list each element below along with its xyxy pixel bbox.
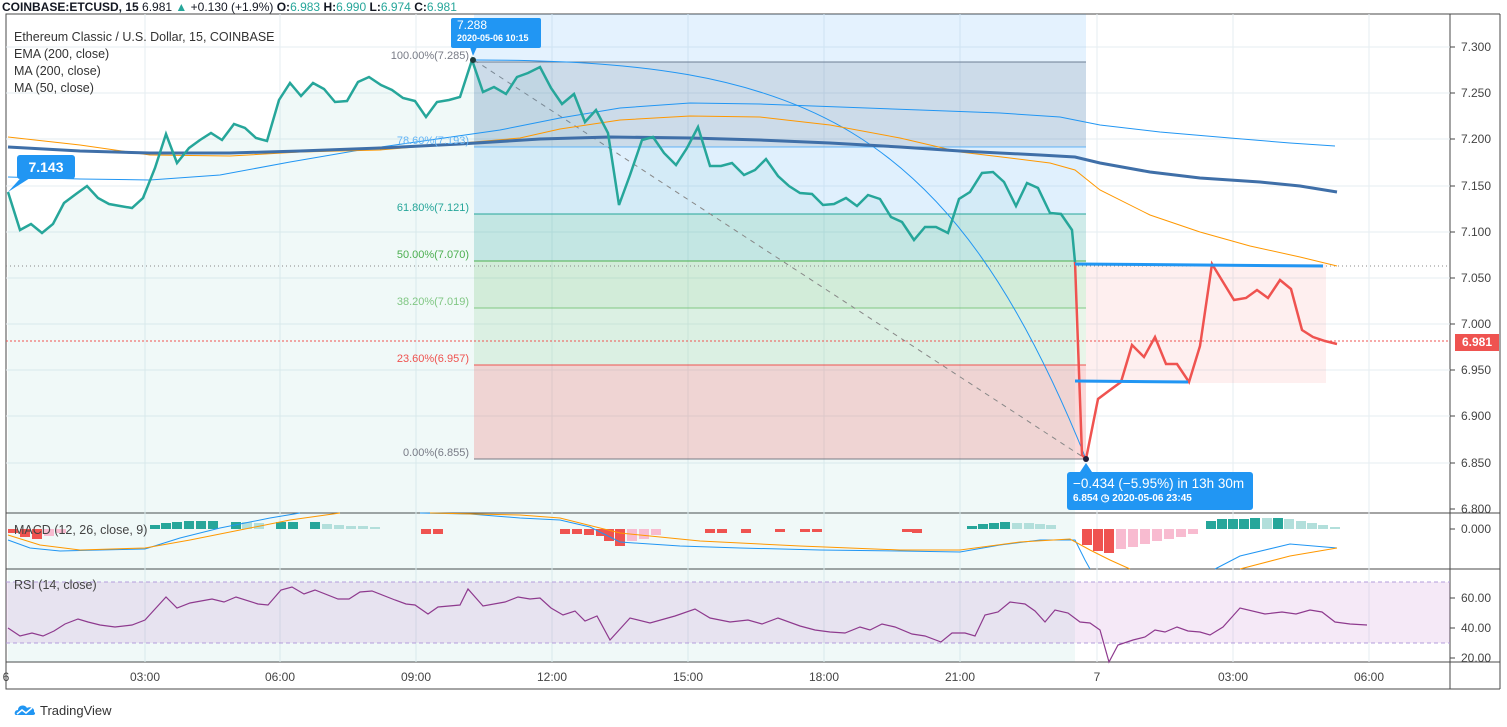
tradingview-brand[interactable]: TradingView [14, 700, 112, 720]
range-change: −0.434 (−5.95%) in 13h 30m [1073, 476, 1245, 491]
svg-text:0.000: 0.000 [1461, 522, 1491, 536]
svg-text:61.80%(7.121): 61.80%(7.121) [397, 202, 469, 214]
rsi-pane[interactable]: 60.00 40.00 20.00 [6, 581, 1491, 665]
svg-text:15:00: 15:00 [673, 670, 703, 684]
high-time: 2020-05-06 10:15 [457, 33, 529, 43]
range-box [1086, 264, 1326, 383]
svg-text:40.00: 40.00 [1461, 621, 1491, 635]
current-price-tag: 6.981 [1455, 334, 1499, 351]
svg-text:6.850: 6.850 [1461, 456, 1491, 470]
svg-text:7.100: 7.100 [1461, 225, 1491, 239]
svg-text:06:00: 06:00 [1354, 670, 1384, 684]
svg-text:60.00: 60.00 [1461, 591, 1491, 605]
left-price-callout: 7.143 [17, 155, 75, 179]
price-line-up [6, 56, 1077, 263]
symbol-header: COINBASE:ETCUSD, 15 6.981 ▲ +0.130 (+1.9… [2, 0, 457, 14]
high-callout: 7.288 2020-05-06 10:15 [451, 18, 541, 48]
svg-text:78.60%(7.193): 78.60%(7.193) [397, 135, 469, 147]
price-change: +0.130 (+1.9%) [190, 0, 274, 14]
low-anchor-point[interactable] [1083, 456, 1089, 462]
macd-pane[interactable]: 0.000 [7, 512, 1491, 570]
svg-text:6.800: 6.800 [1461, 502, 1491, 516]
legend-ma200[interactable]: MA (200, close) [14, 64, 101, 78]
price-area-fill [8, 60, 1075, 662]
svg-text:7.050: 7.050 [1461, 271, 1491, 285]
svg-text:03:00: 03:00 [1218, 670, 1248, 684]
price-axis[interactable]: 7.300 7.250 7.200 7.150 7.100 7.050 7.00… [1450, 40, 1491, 516]
low-label: L: [369, 0, 381, 14]
range-detail: 6.854 ◷ 2020-05-06 23:45 [1073, 493, 1192, 504]
support-line[interactable] [1074, 379, 1189, 384]
svg-text:7.200: 7.200 [1461, 132, 1491, 146]
tradingview-logo-icon [14, 705, 36, 715]
svg-text:09:00: 09:00 [401, 670, 431, 684]
bottom-callout-pointer [1080, 463, 1092, 472]
top-callout-pointer [470, 47, 477, 56]
svg-text:7.150: 7.150 [1461, 179, 1491, 193]
brand-name: TradingView [40, 702, 112, 718]
open-value: 6.983 [290, 0, 321, 14]
resistance-line[interactable] [1074, 262, 1324, 268]
svg-text:18:00: 18:00 [809, 670, 839, 684]
legend-ma50[interactable]: MA (50, close) [14, 81, 94, 95]
macd-label[interactable]: MACD (12, 26, close, 9) [14, 523, 148, 537]
up-arrow-icon: ▲ [175, 0, 188, 14]
chart-legend: Ethereum Classic / U.S. Dollar, 15, COIN… [14, 29, 275, 97]
low-value: 6.974 [380, 0, 411, 14]
svg-text:6: 6 [3, 670, 10, 684]
date-range-highlight [474, 14, 1086, 147]
ema200-line [7, 135, 1338, 194]
svg-text:7.250: 7.250 [1461, 86, 1491, 100]
close-value: 6.981 [426, 0, 457, 14]
grid [6, 14, 1450, 662]
legend-ema200[interactable]: EMA (200, close) [14, 47, 110, 61]
price-line-down [1073, 260, 1338, 462]
svg-text:23.60%(6.957): 23.60%(6.957) [397, 353, 469, 365]
svg-text:6.900: 6.900 [1461, 409, 1491, 423]
high-value: 6.990 [336, 0, 367, 14]
open-label: O: [276, 0, 291, 14]
range-measure-callout: −0.434 (−5.95%) in 13h 30m 6.854 ◷ 2020-… [1067, 472, 1253, 510]
chart-title: Ethereum Classic / U.S. Dollar, 15, COIN… [14, 30, 275, 44]
svg-text:100.00%(7.285): 100.00%(7.285) [391, 50, 469, 62]
svg-text:21:00: 21:00 [945, 670, 975, 684]
fibonacci-retracement[interactable] [473, 59, 1087, 460]
rsi-label[interactable]: RSI (14, close) [14, 578, 97, 592]
fib-labels: 100.00%(7.285) 78.60%(7.193) 61.80%(7.12… [391, 50, 469, 459]
svg-text:6.950: 6.950 [1461, 363, 1491, 377]
close-label: C: [414, 0, 427, 14]
svg-text:7: 7 [1094, 670, 1101, 684]
svg-text:50.00%(7.070): 50.00%(7.070) [397, 249, 469, 261]
svg-text:38.20%(7.019): 38.20%(7.019) [397, 296, 469, 308]
time-axis[interactable]: 6 03:00 06:00 09:00 12:00 15:00 18:00 21… [3, 670, 1385, 684]
svg-text:03:00: 03:00 [130, 670, 160, 684]
ma50-line [7, 102, 1336, 181]
svg-text:0.00%(6.855): 0.00%(6.855) [403, 447, 469, 459]
svg-text:12:00: 12:00 [537, 670, 567, 684]
last-price: 6.981 [142, 0, 173, 14]
high-value: 7.288 [457, 18, 488, 32]
arc-drawing[interactable] [473, 59, 1087, 460]
symbol-name: COINBASE:ETCUSD, 15 [2, 0, 139, 14]
high-anchor-point[interactable] [470, 57, 476, 63]
svg-text:06:00: 06:00 [265, 670, 295, 684]
high-label: H: [323, 0, 337, 14]
svg-text:7.300: 7.300 [1461, 40, 1491, 54]
svg-text:7.000: 7.000 [1461, 317, 1491, 331]
svg-text:20.00: 20.00 [1461, 651, 1491, 665]
